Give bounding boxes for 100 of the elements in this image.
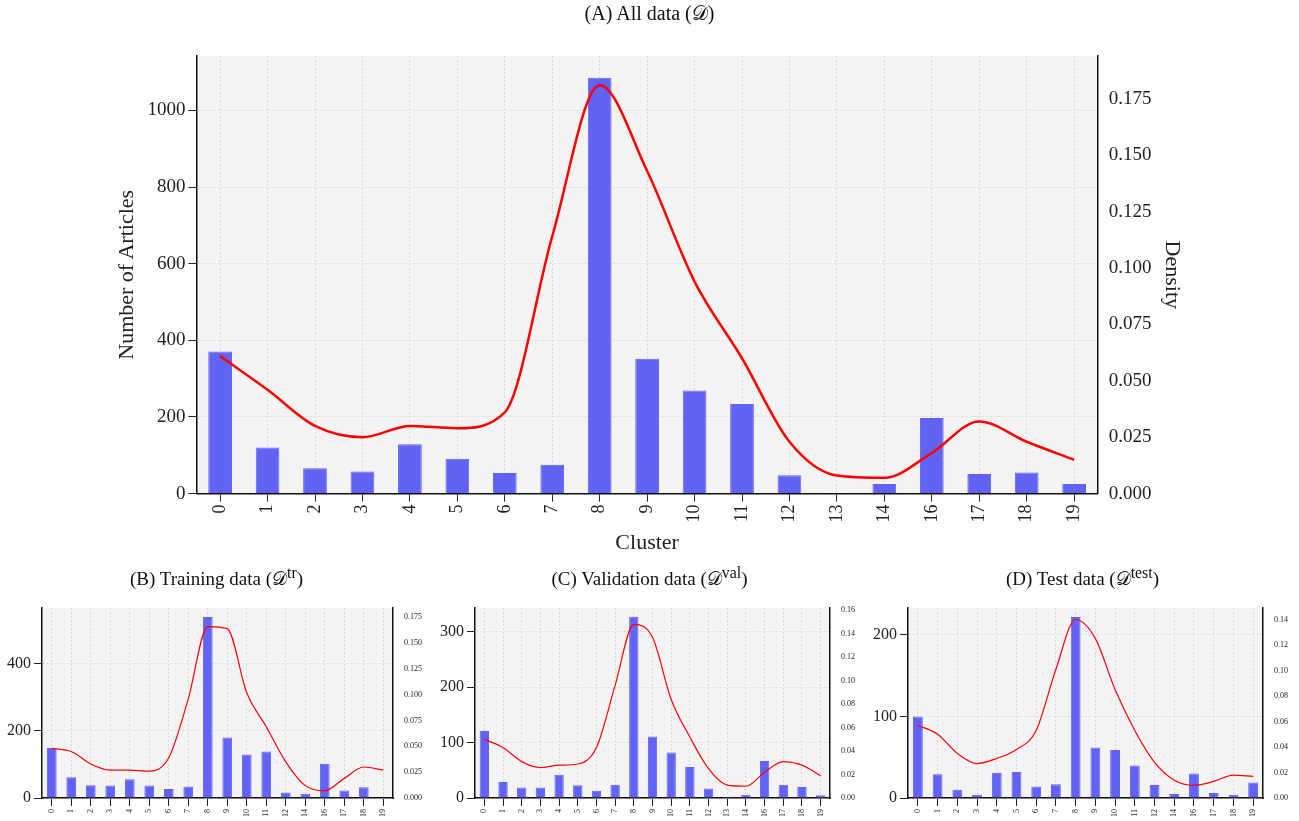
x-tick-label: 17 bbox=[1208, 809, 1218, 817]
y2-tick-label: 0.175 bbox=[404, 612, 422, 622]
y2-tick-label: 0.14 bbox=[841, 628, 855, 638]
y2-tick-label: 0.06 bbox=[1274, 716, 1288, 726]
x-tick-label: 5 bbox=[1011, 809, 1021, 813]
y2-tick-label: 0.150 bbox=[1108, 143, 1152, 165]
bar bbox=[1129, 765, 1140, 798]
y-tick-label: 200 bbox=[440, 677, 464, 695]
x-tick-label: 7 bbox=[183, 809, 193, 813]
y-tick-label: 200 bbox=[7, 720, 31, 738]
y2-tick-label: 0.12 bbox=[1274, 640, 1288, 650]
bar bbox=[540, 464, 565, 494]
x-tick-label: 4 bbox=[554, 809, 564, 813]
bar bbox=[919, 418, 944, 494]
line-series bbox=[483, 623, 822, 787]
x-tick-label: 12 bbox=[280, 809, 290, 817]
x-tick-label: 1 bbox=[66, 809, 76, 813]
line-series bbox=[51, 625, 384, 792]
y-tick-label: 200 bbox=[156, 404, 186, 426]
x-tick-label: 11 bbox=[261, 809, 271, 817]
bar bbox=[303, 468, 327, 494]
y-tick-label: 1000 bbox=[147, 98, 186, 120]
bar bbox=[730, 403, 754, 494]
bar bbox=[685, 766, 695, 798]
bar bbox=[222, 737, 233, 798]
y2-tick-label: 0.12 bbox=[841, 652, 855, 662]
x-tick-label: 3 bbox=[972, 809, 982, 813]
bar bbox=[479, 730, 490, 798]
bar bbox=[261, 751, 272, 798]
bar bbox=[445, 458, 470, 494]
bar bbox=[1070, 616, 1081, 798]
bar bbox=[635, 358, 659, 494]
x-tick-label: 16 bbox=[319, 809, 329, 817]
y2-tick-label: 0.000 bbox=[404, 793, 422, 803]
y2-tick-label: 0.150 bbox=[404, 638, 422, 648]
y2-tick-label: 0.175 bbox=[1108, 86, 1152, 108]
y-tick-label: 200 bbox=[873, 625, 897, 643]
x-tick-label: 0 bbox=[479, 809, 489, 813]
y-tick-label: 400 bbox=[156, 328, 186, 350]
y-tick-label: 300 bbox=[440, 622, 464, 640]
bar bbox=[208, 351, 232, 494]
x-tick-label: 1 bbox=[256, 504, 277, 514]
x-tick-label: 1 bbox=[932, 809, 942, 813]
y-tick-label: 100 bbox=[440, 732, 464, 750]
x-tick-label: 19 bbox=[378, 809, 388, 817]
bar bbox=[350, 471, 375, 494]
bar bbox=[682, 390, 707, 494]
x-tick-label: 10 bbox=[1110, 809, 1120, 817]
x-tick-label: 13 bbox=[825, 504, 846, 523]
x-tick-label: 13 bbox=[722, 809, 732, 817]
x-tick-label: 16 bbox=[1189, 809, 1199, 817]
x-tick-label: 5 bbox=[572, 809, 582, 813]
bar bbox=[202, 617, 213, 798]
y2-tick-label: 0.10 bbox=[841, 675, 855, 685]
x-tick-label: 4 bbox=[991, 809, 1001, 813]
x-tick-label: 10 bbox=[683, 504, 704, 523]
bar bbox=[241, 754, 252, 798]
x-tick-label: 17 bbox=[778, 809, 788, 817]
x-tick-label: 0 bbox=[46, 809, 56, 813]
bar bbox=[991, 772, 1002, 798]
bar bbox=[647, 736, 658, 798]
y2-tick-label: 0.02 bbox=[841, 769, 855, 779]
y2-tick-label: 0.025 bbox=[1108, 425, 1152, 447]
bar bbox=[587, 77, 612, 494]
x-tick-label: 4 bbox=[398, 504, 419, 514]
bar bbox=[319, 763, 330, 798]
x-tick-label: 6 bbox=[163, 809, 173, 813]
bar bbox=[492, 472, 517, 494]
bar bbox=[967, 474, 992, 494]
x-tick-label: 2 bbox=[303, 504, 324, 514]
bar bbox=[1189, 773, 1199, 798]
y2-tick-label: 0.125 bbox=[404, 664, 422, 674]
bar bbox=[777, 475, 802, 494]
x-tick-label: 14 bbox=[300, 809, 310, 817]
x-tick-label: 6 bbox=[1031, 809, 1041, 813]
x-axis-title: Cluster bbox=[615, 528, 680, 554]
y2-tick-label: 0.16 bbox=[841, 605, 855, 615]
y2-tick-label: 0.100 bbox=[404, 689, 422, 699]
y2-tick-label: 0.050 bbox=[404, 741, 422, 751]
x-tick-label: 11 bbox=[1129, 809, 1139, 817]
y-tick-label: 100 bbox=[873, 706, 897, 724]
x-tick-label: 17 bbox=[339, 809, 349, 817]
y2-tick-label: 0.075 bbox=[1108, 312, 1152, 334]
bar bbox=[1090, 747, 1101, 798]
x-tick-label: 5 bbox=[446, 504, 467, 514]
bar bbox=[554, 774, 564, 798]
x-tick-label: 3 bbox=[105, 809, 115, 813]
x-tick-label: 9 bbox=[635, 504, 656, 514]
line-series bbox=[218, 84, 1076, 480]
x-tick-label: 14 bbox=[1169, 809, 1179, 817]
y-tick-label: 800 bbox=[156, 175, 186, 197]
x-tick-label: 7 bbox=[1051, 809, 1061, 813]
chart-title: (B) Training data (𝒟$^{tr}$) bbox=[129, 563, 304, 592]
x-tick-label: 8 bbox=[1070, 809, 1080, 813]
y2-tick-label: 0.075 bbox=[404, 715, 422, 725]
chart-title: (D) Test data (𝒟$^{test}$) bbox=[1005, 563, 1160, 592]
x-tick-label: 17 bbox=[967, 504, 988, 523]
y-axis-title: Number of Articles bbox=[112, 189, 138, 360]
y2-tick-label: 0.14 bbox=[1274, 614, 1288, 624]
y2-tick-label: 0.125 bbox=[1108, 199, 1152, 221]
